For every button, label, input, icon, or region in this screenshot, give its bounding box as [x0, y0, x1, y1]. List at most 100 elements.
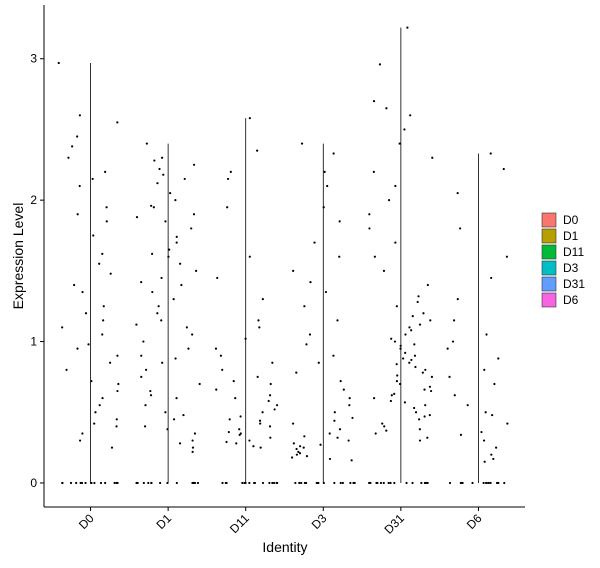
point: [349, 481, 352, 485]
point: [417, 295, 420, 298]
point: [390, 337, 393, 340]
point: [398, 382, 402, 386]
point: [303, 481, 306, 485]
legend-label: D3: [563, 261, 579, 275]
point: [235, 442, 238, 445]
point: [178, 442, 182, 445]
point: [418, 439, 422, 442]
point: [261, 481, 265, 485]
point: [94, 411, 97, 414]
point: [348, 397, 351, 400]
point: [305, 343, 308, 346]
point: [394, 241, 397, 244]
legend-key: [541, 276, 557, 292]
point: [174, 199, 177, 202]
point: [418, 428, 421, 431]
point: [336, 319, 339, 322]
point: [338, 255, 341, 258]
point: [191, 333, 194, 336]
point: [187, 347, 190, 350]
point: [339, 380, 342, 383]
point: [411, 314, 414, 318]
point: [490, 453, 493, 456]
point: [276, 481, 279, 485]
point: [253, 481, 257, 485]
legend-key: [541, 228, 557, 244]
point: [399, 344, 402, 347]
point: [140, 354, 143, 357]
point: [73, 283, 76, 287]
point: [69, 481, 73, 485]
point: [239, 432, 242, 435]
point: [267, 399, 270, 403]
point: [410, 329, 413, 332]
point: [459, 433, 463, 436]
point: [482, 481, 485, 485]
point: [483, 368, 486, 371]
point: [413, 406, 416, 410]
point: [299, 445, 302, 448]
point: [115, 425, 118, 428]
point: [116, 121, 119, 124]
point: [295, 453, 298, 456]
point: [164, 411, 167, 414]
point: [459, 227, 462, 230]
point: [426, 283, 429, 287]
point: [333, 419, 336, 422]
point: [385, 429, 388, 432]
point: [485, 481, 488, 485]
point: [140, 281, 143, 284]
point: [272, 481, 276, 485]
point: [150, 204, 153, 207]
point: [229, 170, 232, 173]
point: [292, 442, 295, 445]
point: [451, 340, 455, 343]
point: [182, 413, 185, 417]
point: [483, 460, 486, 463]
point: [157, 305, 160, 308]
point: [166, 481, 169, 485]
point: [174, 357, 177, 360]
point: [104, 170, 107, 173]
point: [261, 411, 264, 414]
point: [402, 357, 405, 360]
x-tick-label: D1: [154, 511, 175, 532]
point: [105, 220, 108, 223]
point: [258, 419, 262, 422]
point: [426, 436, 429, 439]
point: [297, 450, 300, 453]
point: [418, 418, 421, 421]
point: [273, 408, 276, 411]
point: [102, 305, 105, 308]
point: [322, 481, 325, 485]
point: [248, 117, 251, 120]
point: [172, 418, 176, 421]
point: [368, 227, 371, 230]
point: [81, 432, 84, 435]
point: [275, 404, 279, 407]
point: [78, 184, 81, 188]
point: [232, 380, 235, 383]
point: [305, 454, 309, 458]
point: [294, 481, 297, 485]
point: [394, 184, 397, 188]
point: [456, 191, 459, 195]
point: [98, 404, 101, 407]
point: [490, 276, 493, 280]
point: [413, 354, 417, 357]
point: [418, 323, 422, 326]
point: [369, 481, 372, 485]
point: [192, 163, 196, 166]
point: [333, 411, 336, 414]
point: [192, 481, 195, 485]
point: [497, 357, 500, 360]
point: [429, 319, 432, 322]
legend-key: [541, 244, 557, 260]
point: [169, 191, 172, 195]
point: [393, 340, 397, 343]
point: [503, 481, 506, 485]
point: [248, 255, 251, 258]
point: [99, 481, 103, 485]
point: [448, 481, 452, 485]
point: [491, 413, 494, 417]
